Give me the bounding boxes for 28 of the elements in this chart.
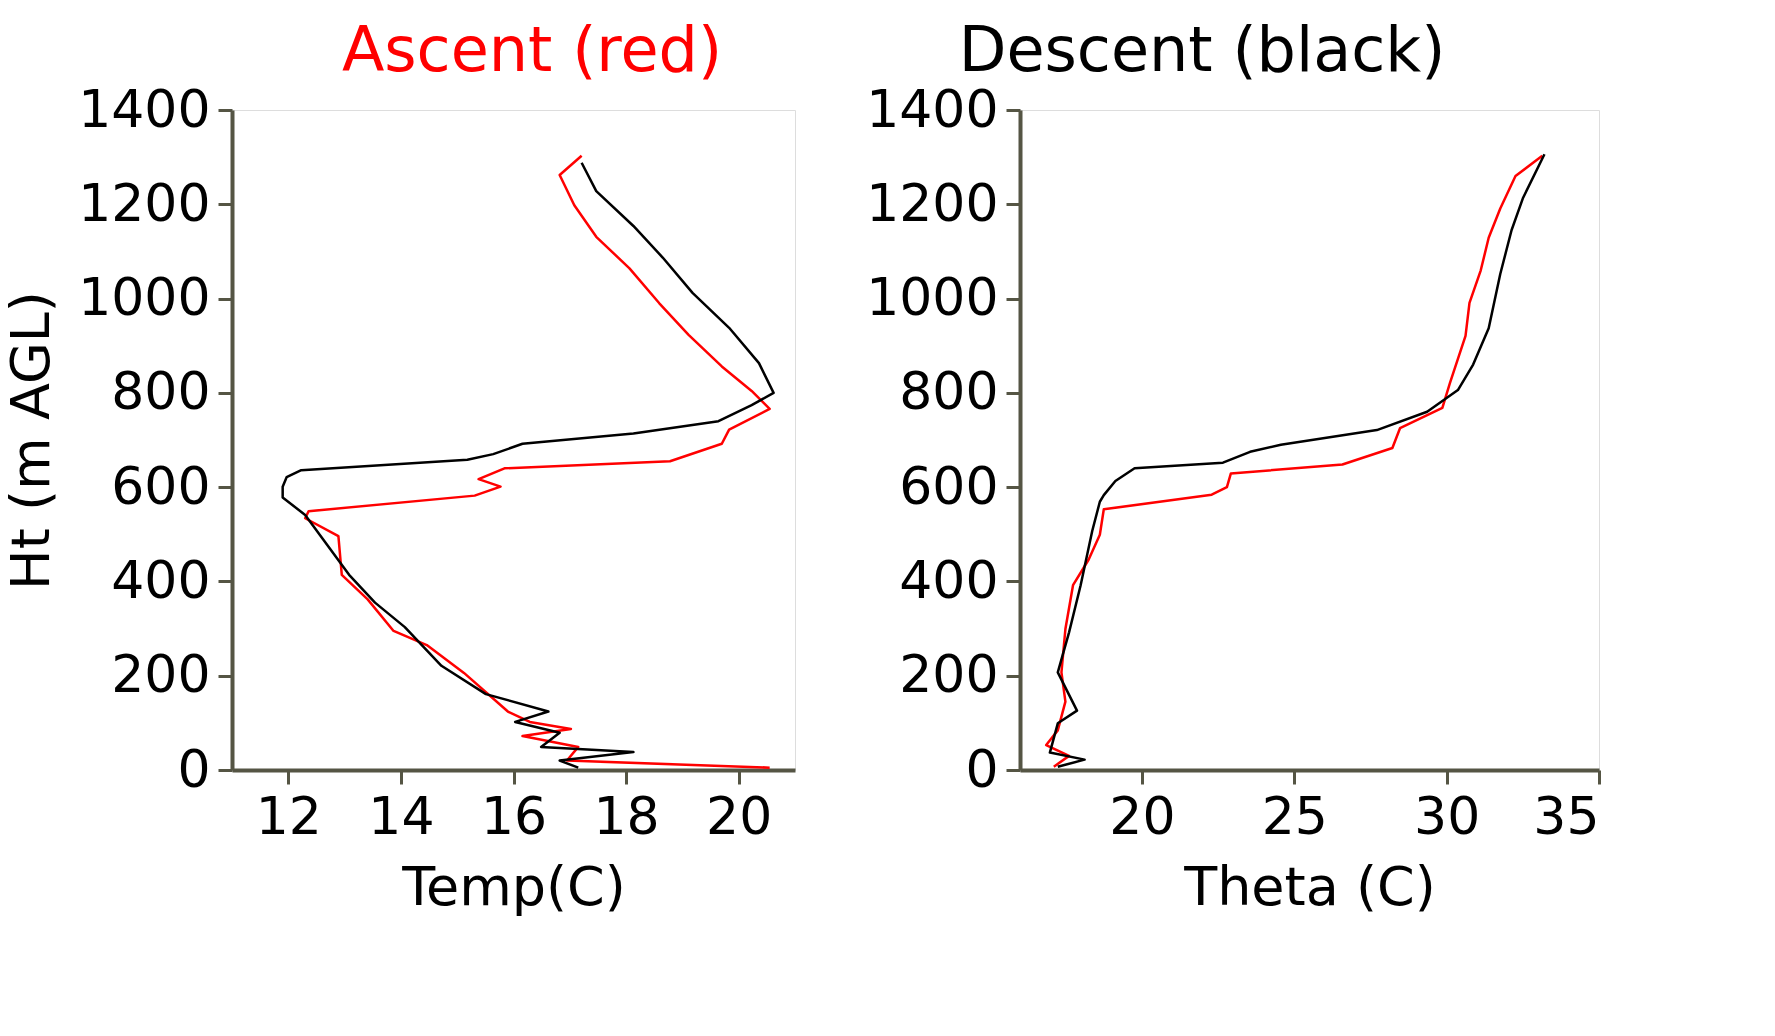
- y-tick-label: 0: [965, 738, 999, 799]
- y-tick-label: 1000: [78, 267, 211, 328]
- y-tick-label: 200: [111, 644, 211, 705]
- x-axis-title: Theta (C): [1183, 854, 1436, 918]
- y-tick-label: 1200: [866, 172, 999, 233]
- x-tick-label: 20: [706, 785, 773, 846]
- y-tick-label: 200: [899, 644, 999, 705]
- x-tick-label: 14: [368, 785, 435, 846]
- y-tick-label: 1400: [78, 78, 211, 139]
- y-tick-label: 600: [899, 455, 999, 516]
- y-tick-label: 800: [111, 361, 211, 422]
- y-tick-label: 800: [899, 361, 999, 422]
- x-axis-title: Temp(C): [401, 854, 626, 918]
- x-tick-label: 25: [1261, 785, 1328, 846]
- x-tick-label: 20: [1109, 785, 1176, 846]
- y-tick-label: 1000: [866, 267, 999, 328]
- y-tick-label: 0: [177, 738, 211, 799]
- x-tick-label: 16: [480, 785, 548, 846]
- x-tick-label: 18: [593, 785, 660, 846]
- y-tick-label: 1200: [78, 172, 211, 233]
- x-tick-label: 30: [1414, 785, 1481, 846]
- y-tick-label: 600: [111, 455, 211, 516]
- y-axis-title: Ht (m AGL): [0, 291, 63, 590]
- series-label: Ascent (red): [341, 13, 723, 86]
- x-tick-label: 12: [255, 785, 322, 846]
- y-tick-label: 400: [899, 549, 999, 610]
- y-tick-label: 400: [111, 549, 211, 610]
- x-tick-label: 35: [1533, 785, 1600, 846]
